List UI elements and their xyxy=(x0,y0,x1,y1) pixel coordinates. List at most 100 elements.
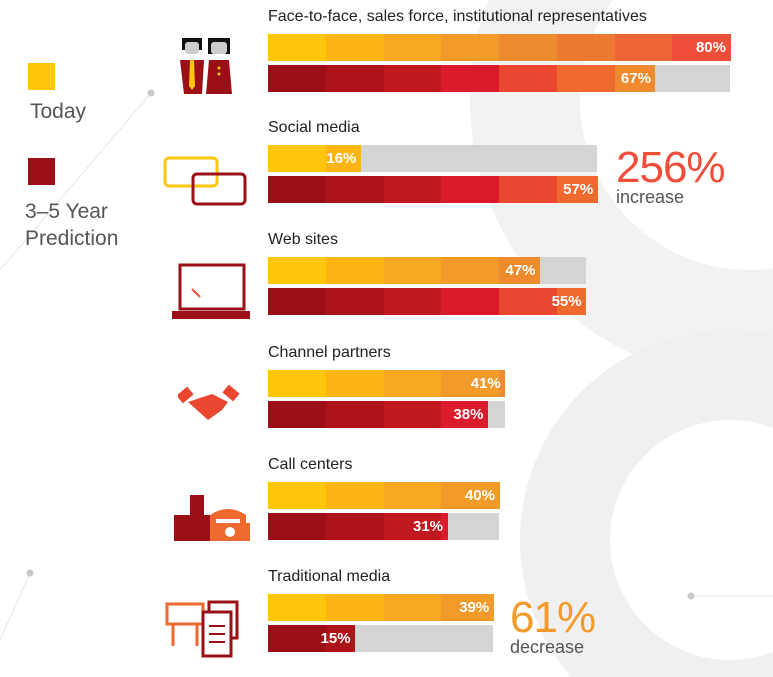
decrease-value: 61% xyxy=(510,593,596,642)
today-value-label: 41% xyxy=(470,375,501,392)
today-bar-segment xyxy=(441,482,500,509)
network-line xyxy=(0,572,31,641)
today-bar-track: 41% xyxy=(268,370,506,397)
prediction-value-label: 55% xyxy=(551,293,582,310)
today-bar-segment xyxy=(441,257,500,284)
prediction-bar-segment xyxy=(325,401,384,428)
prediction-bar-segment xyxy=(268,176,327,203)
today-value-label: 40% xyxy=(464,487,495,504)
today-bar-segment xyxy=(383,34,442,61)
today-bar-segment xyxy=(556,34,615,61)
today-bar-track: 16% xyxy=(268,145,598,172)
today-bar-segment xyxy=(672,34,731,61)
today-bar-track: 39% xyxy=(268,594,494,621)
today-bar-segment xyxy=(325,370,384,397)
prediction-bar-segment xyxy=(556,176,598,203)
prediction-bar-segment xyxy=(499,288,558,315)
today-bar-segment xyxy=(325,34,384,61)
prediction-bar-segment xyxy=(383,401,442,428)
today-bar-segment xyxy=(614,34,673,61)
prediction-bar-segment xyxy=(441,288,500,315)
category-label: Web sites xyxy=(268,231,338,248)
category-label: Traditional media xyxy=(268,568,391,585)
prediction-bar-segment xyxy=(268,288,327,315)
prediction-bar-segment xyxy=(556,288,587,315)
prediction-value-label: 31% xyxy=(412,518,444,535)
prediction-bar-segment xyxy=(556,65,615,92)
call-center-icon xyxy=(174,495,250,541)
legend-today-swatch xyxy=(28,63,55,90)
today-bar-segment xyxy=(268,594,327,621)
speech-bubbles-icon xyxy=(163,156,247,206)
prediction-bar-segment xyxy=(268,625,327,652)
today-bar-segment xyxy=(499,34,558,61)
legend-prediction-label: 3–5 Year Prediction xyxy=(25,200,119,250)
prediction-bar-segment xyxy=(383,176,442,203)
prediction-bar-track: 38% xyxy=(268,401,505,428)
social-media-callout: 256% increase xyxy=(616,143,726,207)
today-bar-segment xyxy=(325,594,384,621)
today-bar-segment xyxy=(499,370,506,397)
category-label: Face-to-face, sales force, institutional… xyxy=(268,8,647,25)
handshake-icon xyxy=(178,384,240,420)
category-label: Channel partners xyxy=(268,344,391,361)
today-bar-segment xyxy=(268,257,327,284)
today-bar-segment xyxy=(441,34,500,61)
prediction-bar-segment xyxy=(325,288,384,315)
today-bar-track: 47% xyxy=(268,257,586,284)
category-label: Social media xyxy=(268,119,360,136)
prediction-bar-track: 55% xyxy=(268,288,587,315)
prediction-bar-segment xyxy=(499,65,558,92)
network-node xyxy=(26,569,34,577)
prediction-bar-segment xyxy=(268,513,327,540)
prediction-bar-segment xyxy=(325,176,384,203)
prediction-value-label: 15% xyxy=(320,630,351,647)
legend-today-label: Today xyxy=(30,100,87,123)
today-bar-segment xyxy=(383,257,442,284)
today-bar-track: 40% xyxy=(268,482,500,509)
prediction-bar-segment xyxy=(268,65,327,92)
today-value-label: 47% xyxy=(505,262,536,279)
prediction-bar-segment xyxy=(325,513,384,540)
prediction-bar-segment xyxy=(614,65,656,92)
prediction-value-label: 57% xyxy=(563,181,594,198)
today-bar-segment xyxy=(383,370,442,397)
prediction-bar-segment xyxy=(383,288,442,315)
today-bar-segment xyxy=(325,482,384,509)
today-value-label: 39% xyxy=(459,599,490,616)
prediction-bar-track: 67% xyxy=(268,65,730,92)
prediction-value-label: 38% xyxy=(453,406,484,423)
prediction-bar-track: 31% xyxy=(268,513,499,540)
network-node xyxy=(687,592,695,600)
today-value-label: 80% xyxy=(695,39,726,56)
traditional-media-callout: 61% decrease xyxy=(510,593,596,657)
prediction-bar-segment xyxy=(325,625,356,652)
prediction-bar-segment xyxy=(441,401,488,428)
increase-label: increase xyxy=(616,187,685,207)
increase-value: 256% xyxy=(616,143,726,192)
prediction-bar-segment xyxy=(441,176,500,203)
legend-prediction-swatch xyxy=(28,158,55,185)
laptop-icon xyxy=(172,263,250,319)
billboard-documents-icon xyxy=(165,600,239,658)
prediction-bar-segment xyxy=(441,65,500,92)
network-node xyxy=(147,89,155,97)
prediction-bar-segment xyxy=(441,513,448,540)
prediction-bar-track: 57% xyxy=(268,176,598,203)
prediction-bar-segment xyxy=(325,65,384,92)
today-bar-segment xyxy=(268,482,327,509)
people-icon xyxy=(180,38,232,94)
prediction-bar-segment xyxy=(383,513,442,540)
today-bar-segment xyxy=(268,34,327,61)
prediction-bar-segment xyxy=(383,65,442,92)
today-bar-segment xyxy=(268,145,327,172)
today-bar-segment xyxy=(499,257,540,284)
today-bar-segment xyxy=(325,145,361,172)
today-value-label: 16% xyxy=(326,150,357,167)
today-bar-segment xyxy=(441,370,500,397)
network-line xyxy=(0,92,152,271)
category-label: Call centers xyxy=(268,456,353,473)
prediction-bar-segment xyxy=(499,176,558,203)
decrease-label: decrease xyxy=(510,637,585,657)
